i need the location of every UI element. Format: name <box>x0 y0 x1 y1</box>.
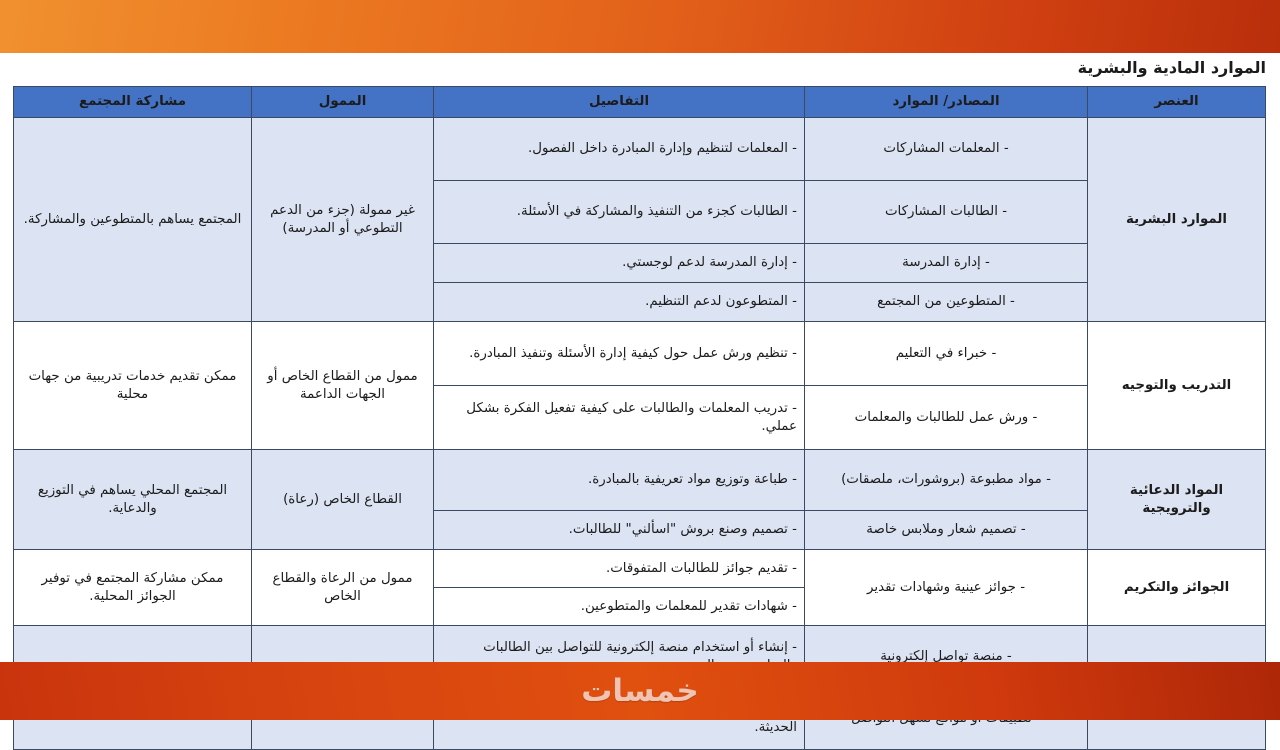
column-header-sources: المصادر/ الموارد <box>804 86 1088 118</box>
row-sources-awards: - جوائز عينية وشهادات تقدير <box>804 549 1088 626</box>
list-item: - تقديم جوائز للطالبات المتفوقات. <box>605 560 797 576</box>
list-item: - المعلمات المشاركات <box>883 141 1009 157</box>
row-community-training: ممكن تقديم خدمات تدريبية من جهات محلية <box>13 321 252 450</box>
column-header-funder: الممول <box>251 86 434 118</box>
list-item: - ورش عمل للطالبات والمعلمات <box>805 385 1087 449</box>
list-item: - منصة تواصل إلكترونية <box>880 648 1012 664</box>
list-item: - تنظيم ورش عمل حول كيفية إدارة الأسئلة … <box>469 345 797 361</box>
list-item: - الطالبات كجزء من التنفيذ والمشاركة في … <box>434 180 804 243</box>
row-label-training: التدريب والتوجيه <box>1087 321 1266 450</box>
list-item: - الطالبات المشاركات <box>805 180 1087 243</box>
list-item: - طباعة وتوزيع مواد تعريفية بالمبادرة. <box>587 472 797 488</box>
page-title: الموارد المادية والبشرية <box>1077 58 1266 77</box>
row-community-promotional-materials: المجتمع المحلي يساهم في التوزيع والدعاية… <box>13 449 252 550</box>
column-header-details: التفاصيل <box>433 86 805 118</box>
row-details-awards: - تقديم جوائز للطالبات المتفوقات. - شهاد… <box>433 549 805 626</box>
row-details-promotional-materials: - طباعة وتوزيع مواد تعريفية بالمبادرة. -… <box>433 449 805 550</box>
bottom-decorative-bar <box>0 662 1280 720</box>
list-item: - المتطوعين من المجتمع <box>805 282 1087 321</box>
table-row: التدريب والتوجيه - خبراء في التعليم - ور… <box>13 321 1266 450</box>
row-community-human-resources: المجتمع يساهم بالمتطوعين والمشاركة. <box>13 117 252 322</box>
row-sources-human-resources: - المعلمات المشاركات - الطالبات المشاركا… <box>804 117 1088 322</box>
table-row: الجوائز والتكريم - جوائز عينية وشهادات ت… <box>13 549 1266 626</box>
column-header-community: مشاركة المجتمع <box>13 86 252 118</box>
row-details-training: - تنظيم ورش عمل حول كيفية إدارة الأسئلة … <box>433 321 805 450</box>
list-item: - إدارة المدرسة <box>805 243 1087 282</box>
row-funder-awards: ممول من الرعاة والقطاع الخاص <box>251 549 434 626</box>
list-item: - خبراء في التعليم <box>895 345 997 361</box>
row-sources-promotional-materials: - مواد مطبوعة (بروشورات، ملصقات) - تصميم… <box>804 449 1088 550</box>
table-header-row: العنصر المصادر/ الموارد التفاصيل الممول … <box>13 86 1266 118</box>
list-item: - تصميم شعار وملابس خاصة <box>805 510 1087 549</box>
list-item: - تدريب المعلمات والطالبات على كيفية تفع… <box>434 385 804 449</box>
row-funder-human-resources: غير ممولة (جزء من الدعم التطوعي أو المدر… <box>251 117 434 322</box>
column-header-element: العنصر <box>1087 86 1266 118</box>
list-item: - شهادات تقدير للمعلمات والمتطوعين. <box>434 587 804 625</box>
resources-table: العنصر المصادر/ الموارد التفاصيل الممول … <box>13 86 1266 750</box>
resources-table-container: العنصر المصادر/ الموارد التفاصيل الممول … <box>13 86 1266 750</box>
table-row: الموارد البشرية - المعلمات المشاركات - ا… <box>13 117 1266 322</box>
table-body: الموارد البشرية - المعلمات المشاركات - ا… <box>13 117 1266 750</box>
row-funder-training: ممول من القطاع الخاص أو الجهات الداعمة <box>251 321 434 450</box>
watermark-khamsat: خمسات <box>581 673 699 709</box>
list-item: - مواد مطبوعة (بروشورات، ملصقات) <box>841 472 1051 488</box>
table-row: المواد الدعائية والترويجية - مواد مطبوعة… <box>13 449 1266 550</box>
row-funder-promotional-materials: القطاع الخاص (رعاة) <box>251 449 434 550</box>
list-item: - إدارة المدرسة لدعم لوجستي. <box>434 243 804 282</box>
row-sources-training: - خبراء في التعليم - ورش عمل للطالبات وا… <box>804 321 1088 450</box>
row-label-awards: الجوائز والتكريم <box>1087 549 1266 626</box>
list-item: - تصميم وصنع بروش "اسألني" للطالبات. <box>434 510 804 549</box>
list-item: - المعلمات لتنظيم وإدارة المبادرة داخل ا… <box>528 141 797 157</box>
top-decorative-bar <box>0 0 1280 53</box>
row-details-human-resources: - المعلمات لتنظيم وإدارة المبادرة داخل ا… <box>433 117 805 322</box>
row-label-promotional-materials: المواد الدعائية والترويجية <box>1087 449 1266 550</box>
table-header: العنصر المصادر/ الموارد التفاصيل الممول … <box>13 86 1266 118</box>
row-community-awards: ممكن مشاركة المجتمع في توفير الجوائز الم… <box>13 549 252 626</box>
list-item: - المتطوعون لدعم التنظيم. <box>434 282 804 321</box>
row-label-human-resources: الموارد البشرية <box>1087 117 1266 322</box>
